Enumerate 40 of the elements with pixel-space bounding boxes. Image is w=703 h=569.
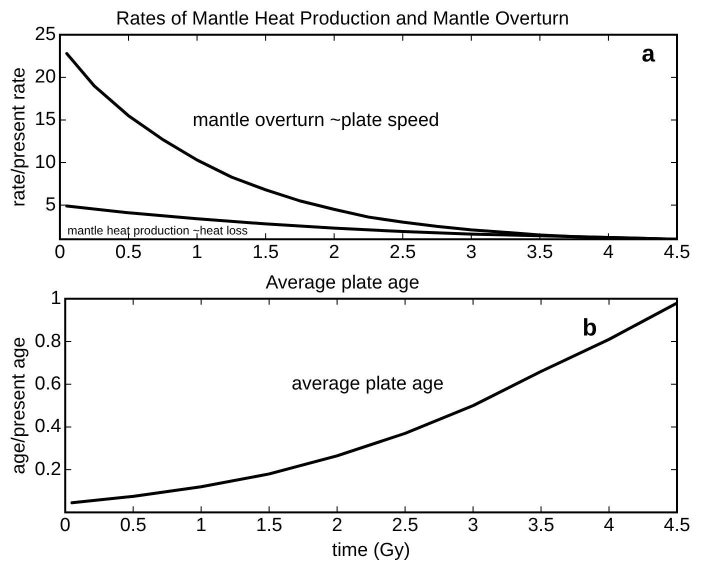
y-tick-label: 0.8 [34,330,62,352]
series-label: mantle overturn ~plate speed [192,110,440,131]
x-tick-label: 3.5 [526,242,554,263]
x-tick-label: 3 [468,515,478,536]
x-tick-label: 1 [196,515,206,536]
y-tick-label: 1 [50,288,62,310]
x-tick-label: 0 [54,242,66,263]
y-axis-title: age/present age [8,336,30,474]
y-tick-label: 0.2 [34,458,62,480]
y-tick-label: 0.4 [34,416,62,438]
chart-title: Average plate age [266,272,420,294]
y-tick-label: 15 [34,109,56,130]
x-tick-label: 1.5 [256,515,282,536]
y-tick-label: 25 [34,24,56,46]
x-tick-label: 3.5 [528,515,554,536]
y-tick-label: 10 [34,152,56,173]
x-tick-label: 0 [60,515,70,536]
y-axis-title: rate/present rate [8,67,30,207]
x-tick-label: 1.5 [252,242,279,263]
series-label: average plate age [292,373,444,394]
y-tick-label: 5 [45,194,56,216]
chart-title: Rates of Mantle Heat Production and Mantle Overturn [116,8,570,30]
y-tick-label: 0.6 [34,373,62,394]
series-label: mantle heat production ~heat loss [67,224,248,238]
y-tick-label: 20 [34,66,56,88]
x-tick-label: 4.5 [664,242,690,263]
x-tick-label: 4.5 [664,515,690,536]
x-tick-label: 0.5 [120,515,146,536]
x-tick-label: 2.5 [392,515,418,536]
x-tick-label: 4 [604,515,615,536]
x-tick-label: 2 [328,242,340,263]
x-tick-label: 0.5 [115,242,142,263]
x-tick-label: 4 [603,242,614,263]
x-axis-title: time (Gy) [332,540,410,561]
x-tick-label: 3 [466,242,477,263]
x-tick-label: 2 [332,515,342,536]
x-tick-label: 2.5 [390,242,416,263]
annotation: b [582,314,597,342]
x-tick-label: 1 [192,242,202,263]
annotation: a [642,40,656,68]
